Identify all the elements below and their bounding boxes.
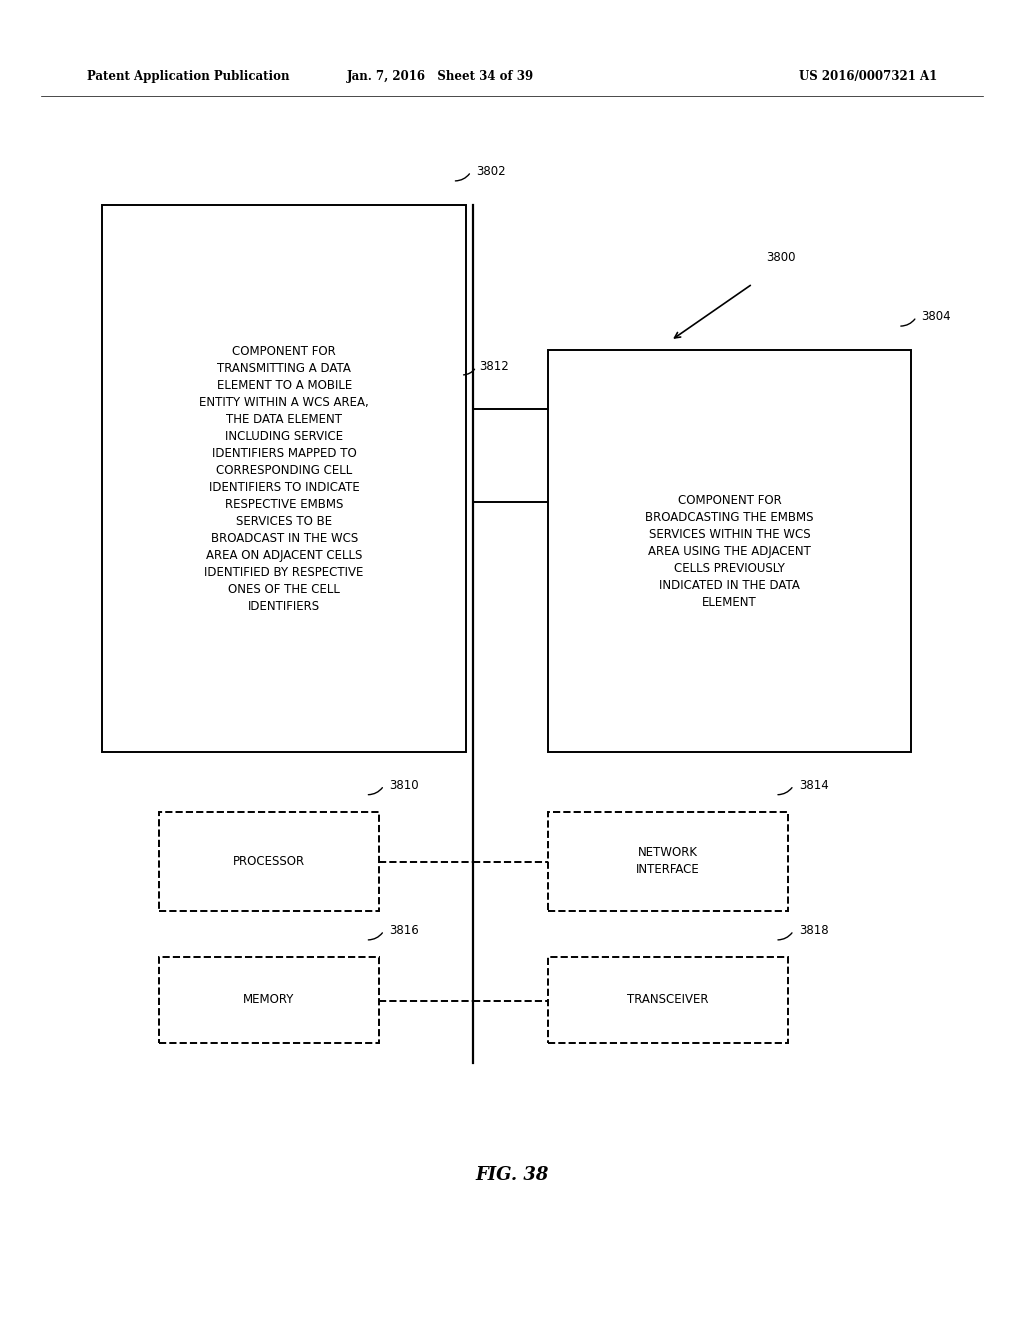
Bar [548,350,911,752]
Text: 3804: 3804 [922,310,951,323]
Bar [159,812,379,911]
Text: 3802: 3802 [476,165,506,178]
Text: 3818: 3818 [799,924,828,937]
Text: Patent Application Publication: Patent Application Publication [87,70,290,83]
Text: PROCESSOR: PROCESSOR [232,855,305,867]
Bar [548,957,788,1043]
Text: 3816: 3816 [389,924,419,937]
Text: TRANSCEIVER: TRANSCEIVER [628,994,709,1006]
Text: COMPONENT FOR
TRANSMITTING A DATA
ELEMENT TO A MOBILE
ENTITY WITHIN A WCS AREA,
: COMPONENT FOR TRANSMITTING A DATA ELEMEN… [200,345,369,612]
Text: 3810: 3810 [389,779,419,792]
Text: 3814: 3814 [799,779,828,792]
Text: 3800: 3800 [766,251,796,264]
Bar [102,205,466,752]
Text: US 2016/0007321 A1: US 2016/0007321 A1 [799,70,937,83]
Bar [159,957,379,1043]
Text: FIG. 38: FIG. 38 [475,1166,549,1184]
Text: NETWORK
INTERFACE: NETWORK INTERFACE [636,846,700,876]
Text: MEMORY: MEMORY [243,994,295,1006]
Text: Jan. 7, 2016   Sheet 34 of 39: Jan. 7, 2016 Sheet 34 of 39 [347,70,534,83]
Text: COMPONENT FOR
BROADCASTING THE EMBMS
SERVICES WITHIN THE WCS
AREA USING THE ADJA: COMPONENT FOR BROADCASTING THE EMBMS SER… [645,494,814,609]
Text: 3812: 3812 [479,360,509,374]
Bar [548,812,788,911]
